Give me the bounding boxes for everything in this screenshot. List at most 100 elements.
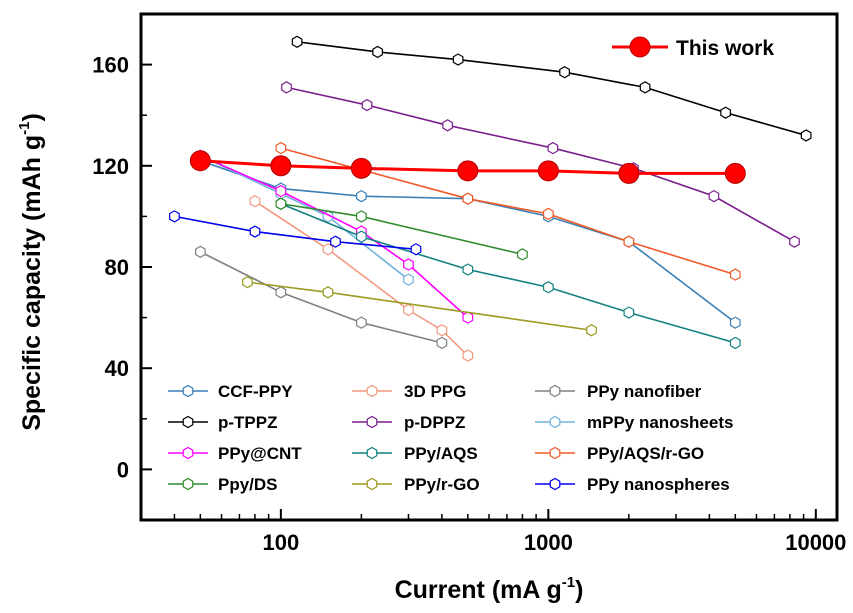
data-point-p-dppz-0 <box>281 81 292 94</box>
data-point-ppy-aqs-r-go-2 <box>542 207 554 221</box>
x-axis-title-sup: -1 <box>562 574 575 591</box>
series-ppy-r-go <box>242 275 597 337</box>
legend-label-this-work: This work <box>676 37 774 60</box>
data-point-p-tppz-5 <box>720 106 731 119</box>
legend-entry-ppy-r-go: PPy/r-GO <box>352 475 480 494</box>
legend-entry-p-tppz: p-TPPZ <box>168 413 278 432</box>
series-p-tppz <box>291 35 812 142</box>
series-ppy-nanofiber <box>194 245 448 350</box>
legend-entry-ppy-nanospheres: PPy nanospheres <box>535 475 730 494</box>
data-point-ppy-nanofiber-2 <box>356 316 367 329</box>
legend-entry-ppy-nanofiber: PPy nanofiber <box>535 382 702 401</box>
legend-swatch-marker-p-tppz <box>182 415 194 429</box>
x-axis-title: Current (mA g-1) <box>395 574 584 604</box>
y-tick-label: 120 <box>92 154 129 179</box>
legend-swatch-marker-ppy-r-go <box>366 477 378 491</box>
data-point-p-tppz-0 <box>291 35 303 49</box>
legend-label-3d-ppg: 3D PPG <box>404 382 466 401</box>
data-point-ppy-r-go-0 <box>242 275 253 289</box>
legend-label-ppy-r-go: PPy/r-GO <box>404 475 480 494</box>
data-point-ppy-aqs-2 <box>462 263 474 276</box>
data-point-ppy-aqs-r-go-4 <box>729 268 741 281</box>
legend-entry-ppy-cnt: PPy@CNT <box>168 444 302 463</box>
data-point-p-tppz-6 <box>800 129 812 142</box>
legend-swatch-marker-ppy-ds <box>182 477 194 491</box>
legend-label-ppy-nanofiber: PPy nanofiber <box>587 382 702 401</box>
data-point-this-work-4 <box>537 160 559 182</box>
data-point-ppy-r-go-2 <box>586 324 597 337</box>
data-point-ppy-ds-0 <box>275 197 287 210</box>
series-3d-ppg <box>249 195 474 362</box>
data-point-p-dppz-1 <box>361 98 373 112</box>
y-tick-label: 40 <box>105 356 129 381</box>
data-point-ppy-nanofiber-3 <box>436 336 448 350</box>
legend-swatch-marker-p-dppz <box>366 415 378 429</box>
x-tick-label: 100 <box>263 530 300 555</box>
data-point-ccf-ppy-2 <box>356 189 367 203</box>
legend-label-p-tppz: p-TPPZ <box>218 413 278 432</box>
y-tick-label: 160 <box>92 53 129 78</box>
data-point-this-work-1 <box>270 155 292 177</box>
series-ppy-aqs-r-go <box>275 141 741 281</box>
legend-label-p-dppz: p-DPPZ <box>404 413 465 432</box>
legend-entry-3d-ppg: 3D PPG <box>352 382 466 401</box>
series-line-ppy-aqs <box>280 203 736 344</box>
data-point-ppy-nanospheres-3 <box>410 243 422 256</box>
data-point-3d-ppg-4 <box>462 349 474 362</box>
data-point-p-tppz-2 <box>452 53 464 66</box>
legend-entry-ppy-aqs-r-go: PPy/AQS/r-GO <box>535 444 704 463</box>
y-tick-label: 80 <box>105 255 129 280</box>
data-point-3d-ppg-3 <box>436 324 448 337</box>
data-point-mppy-nanosheets-3 <box>403 273 414 286</box>
legend-label-ppy-cnt: PPy@CNT <box>218 444 302 463</box>
legend-label-mppy-nanosheets: mPPy nanosheets <box>587 413 733 432</box>
series-this-work <box>189 150 746 184</box>
x-tick-label: 1000 <box>524 530 573 555</box>
data-point-p-dppz-6 <box>789 235 800 248</box>
x-tick-label: 10000 <box>785 530 846 555</box>
data-point-p-dppz-3 <box>547 141 559 155</box>
series-line-3d-ppg <box>254 200 469 357</box>
legend-swatch-marker-ppy-nanofiber <box>549 384 561 398</box>
data-point-ppy-cnt-3 <box>403 258 414 271</box>
legend-label-ppy-aqs: PPy/AQS <box>404 444 478 463</box>
data-point-ppy-nanospheres-1 <box>249 225 261 238</box>
legend-entry-p-dppz: p-DPPZ <box>352 413 465 432</box>
data-point-ppy-aqs-r-go-3 <box>623 235 635 248</box>
data-point-p-tppz-1 <box>372 45 383 59</box>
data-point-3d-ppg-1 <box>322 243 334 256</box>
legend-swatch-marker-this-work <box>629 36 651 58</box>
data-point-ppy-nanofiber-1 <box>275 286 287 299</box>
series-p-dppz <box>281 81 800 248</box>
legend-label-ccf-ppy: CCF-PPY <box>218 382 293 401</box>
series-line-ppy-nanofiber <box>199 251 443 344</box>
series-line-ppy-r-go <box>247 281 592 332</box>
series-ppy-aqs <box>275 197 741 350</box>
data-point-ppy-nanospheres-0 <box>169 210 180 223</box>
legend-entry-ppy-ds: Ppy/DS <box>168 475 278 494</box>
legend-entry-ppy-aqs: PPy/AQS <box>352 444 478 463</box>
y-axis-title: Specific capacity (mAh g-1) <box>16 113 46 431</box>
legend-label-ppy-ds: Ppy/DS <box>218 475 278 494</box>
legend-top: This work <box>612 36 774 60</box>
legend-swatch-marker-ppy-nanospheres <box>549 477 561 491</box>
legend-swatch-marker-ppy-cnt <box>182 446 194 460</box>
data-point-ppy-ds-2 <box>517 248 528 261</box>
data-point-ppy-cnt-4 <box>462 311 474 324</box>
legend-swatch-marker-ppy-aqs-r-go <box>549 446 561 460</box>
legend-swatch-marker-mppy-nanosheets <box>549 415 561 429</box>
data-point-ppy-nanospheres-2 <box>330 235 341 248</box>
y-axis-title-end: ) <box>18 113 46 121</box>
data-point-ppy-aqs-5 <box>729 336 741 350</box>
series-line-ppy-nanospheres <box>174 215 417 251</box>
data-point-ppy-aqs-r-go-1 <box>462 192 474 205</box>
y-tick-label: 0 <box>117 457 129 482</box>
data-point-ppy-r-go-1 <box>322 286 334 299</box>
data-point-ppy-ds-1 <box>356 210 367 223</box>
data-point-this-work-0 <box>189 150 211 172</box>
data-point-ppy-aqs-3 <box>542 281 554 294</box>
data-point-this-work-3 <box>457 160 479 182</box>
legend-bottom: CCF-PPY 3D PPG PPy nanofiber p-TPPZ p-DPPZ mP… <box>168 382 733 494</box>
data-point-p-dppz-2 <box>442 119 453 132</box>
